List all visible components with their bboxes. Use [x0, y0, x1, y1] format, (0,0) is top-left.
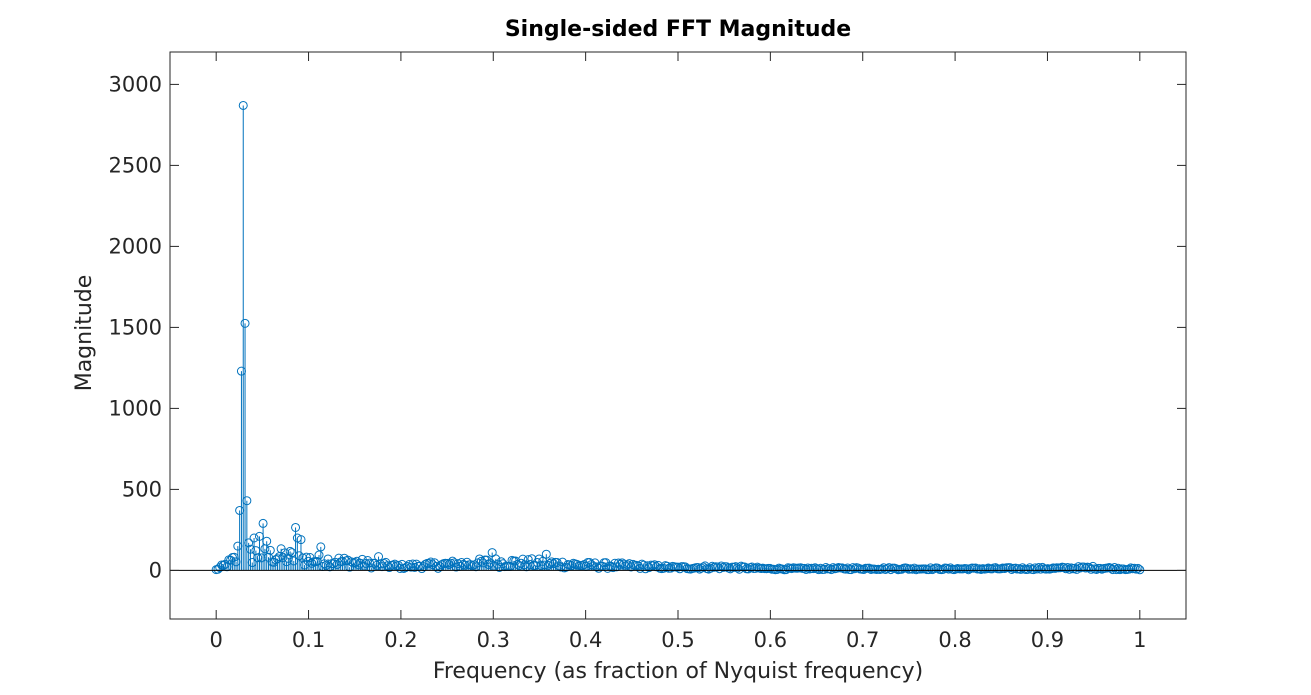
stem-marker: [285, 546, 295, 556]
chart-title: Single-sided FFT Magnitude: [505, 17, 851, 42]
stem-marker: [971, 563, 981, 573]
stem-marker: [244, 538, 254, 548]
stem-marker: [242, 496, 252, 506]
plot-area: 0 0.1 0.2 0.3 0.4 0.5 0.6 0.7 0.8 0.9 1 0 500 1000 15…: [109, 51, 1187, 652]
stem-marker: [853, 563, 863, 573]
x-tick-label: 0.4: [569, 628, 602, 652]
stem-marker: [1066, 563, 1076, 573]
stem-marker: [1135, 565, 1145, 575]
stem-marker: [1113, 563, 1123, 573]
x-tick-label: 1: [1133, 628, 1146, 652]
stem-marker: [249, 533, 259, 543]
stem-marker: [258, 518, 268, 528]
stem-marker: [541, 549, 551, 559]
stem-marker: [388, 560, 398, 570]
x-tick-label: 0.5: [661, 628, 694, 652]
stem-marker: [491, 554, 501, 564]
stem-marker: [238, 100, 248, 110]
stem-marker: [1133, 563, 1143, 573]
x-axis-ticks: 0 0.1 0.2 0.3 0.4 0.5 0.6 0.7 0.8 0.9 1: [209, 52, 1147, 652]
stem-marker: [547, 557, 557, 567]
stem-marker: [1095, 563, 1105, 573]
stem-marker: [1129, 563, 1139, 573]
stem-marker: [944, 564, 954, 574]
stem-marker: [693, 563, 703, 573]
stem-marker: [390, 559, 400, 569]
stem-marker: [545, 559, 555, 569]
stem-marker: [262, 536, 272, 546]
y-axis-label: Magnitude: [72, 275, 97, 392]
stem-marker: [765, 563, 775, 573]
stem-marker: [1111, 565, 1121, 575]
y-tick-label: 1000: [109, 396, 162, 420]
stem-marker: [1010, 563, 1020, 573]
stem-marker: [909, 563, 919, 573]
stem-marker: [926, 563, 936, 573]
y-axis-ticks: 0 500 1000 1500 2000 2500 3000: [109, 72, 1186, 582]
x-tick-label: 0.8: [938, 628, 971, 652]
stem-marker: [891, 564, 901, 574]
y-tick-label: 0: [149, 558, 162, 582]
stem-marker: [253, 553, 263, 563]
stem-marker: [908, 564, 918, 574]
stem-marker: [1005, 563, 1015, 573]
stem-marker: [1061, 564, 1071, 574]
stem-marker: [803, 563, 813, 573]
stem-marker: [628, 559, 638, 569]
stem-marker: [1110, 563, 1120, 573]
stem-marker: [837, 563, 847, 573]
stem-marker: [1063, 563, 1073, 573]
stem-marker: [877, 564, 887, 574]
stem-marker: [841, 564, 851, 574]
stem-marker: [828, 563, 838, 573]
stem-marker: [265, 545, 275, 555]
stem-marker: [240, 318, 250, 328]
stem-marker: [301, 552, 311, 562]
stem-marker: [518, 554, 528, 564]
stem-marker: [540, 560, 550, 570]
x-tick-label: 0.3: [477, 628, 510, 652]
stem-marker: [572, 559, 582, 569]
stem-series: [211, 100, 1145, 575]
x-tick-label: 0.2: [384, 628, 417, 652]
stem-marker: [314, 550, 324, 560]
stem-marker: [882, 564, 892, 574]
y-tick-label: 3000: [109, 72, 162, 96]
x-tick-label: 0: [209, 628, 222, 652]
stem-marker: [374, 552, 384, 562]
stem-marker: [991, 563, 1000, 573]
x-tick-label: 0.7: [846, 628, 879, 652]
axes-frame: [169, 51, 1187, 620]
stem-marker: [291, 522, 301, 532]
stem-marker: [864, 563, 874, 573]
stem-marker: [1032, 564, 1042, 574]
x-tick-label: 0.1: [292, 628, 325, 652]
stem-marker: [316, 542, 326, 552]
stem-marker: [884, 563, 894, 573]
y-tick-label: 2000: [109, 234, 162, 258]
y-tick-label: 2500: [109, 153, 162, 177]
stem-marker: [816, 563, 826, 573]
stem-marker: [902, 563, 912, 573]
y-tick-label: 1500: [109, 315, 162, 339]
stem-marker: [296, 535, 306, 545]
stem-marker: [808, 564, 818, 574]
x-tick-label: 0.6: [754, 628, 787, 652]
x-tick-label: 0.9: [1031, 628, 1064, 652]
y-tick-label: 500: [122, 477, 162, 501]
stem-marker: [1108, 565, 1118, 575]
x-axis-label: Frequency (as fraction of Nyquist freque…: [433, 659, 923, 684]
stem-marker: [821, 563, 831, 573]
